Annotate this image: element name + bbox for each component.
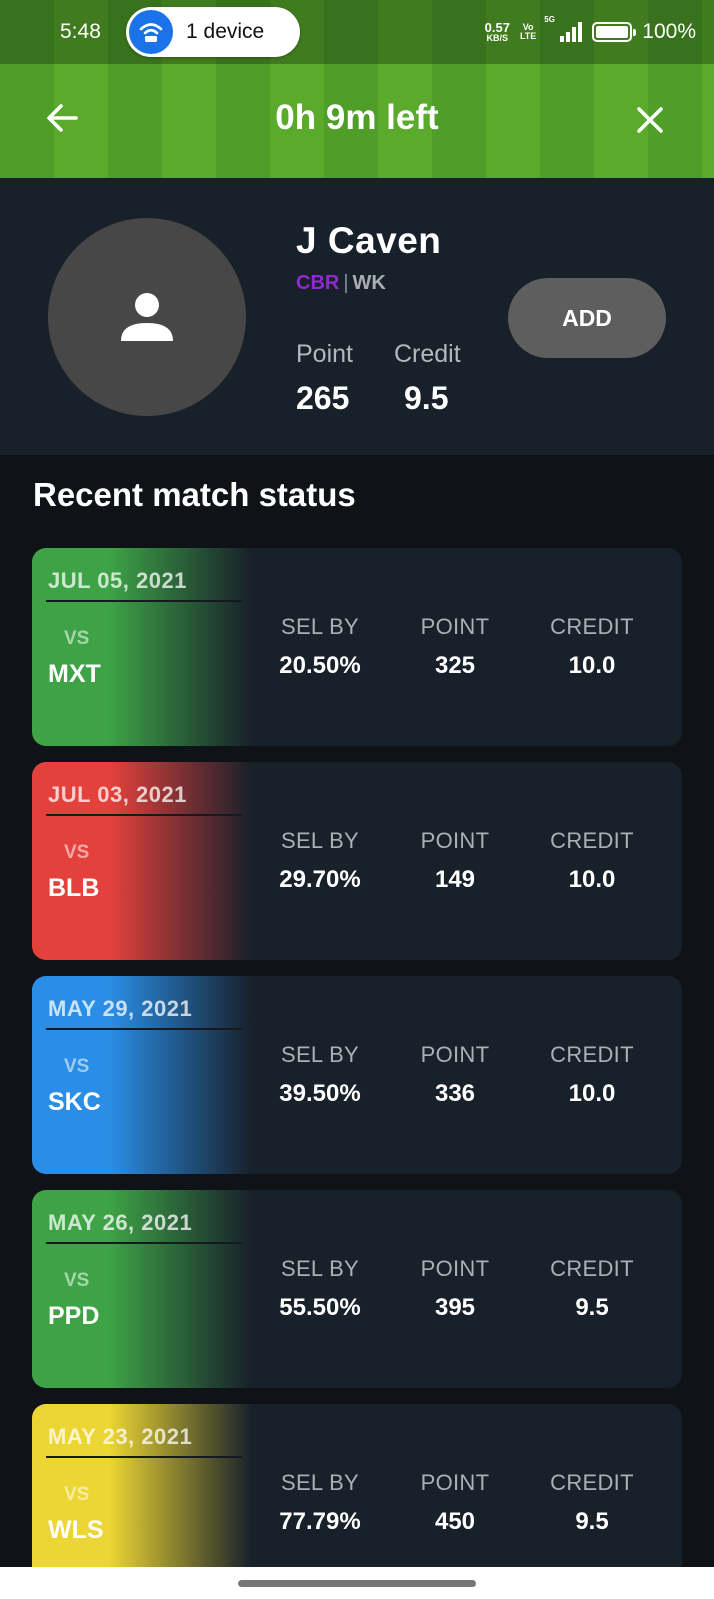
- point-value: 325: [434, 652, 476, 679]
- match-card: JUL 03, 2021 VS BLB SEL BY 29.70% POINT 14…: [32, 762, 682, 960]
- match-list: JUL 05, 2021 VS MXT SEL BY 20.50% POINT 32…: [32, 548, 682, 1599]
- sel-by-label: SEL BY: [280, 614, 360, 639]
- point-value: 395: [434, 1294, 476, 1321]
- team-color-strip: [32, 1190, 252, 1388]
- sel-by-value: 77.79%: [279, 1508, 361, 1535]
- credit-label: CREDIT: [550, 1470, 634, 1495]
- signal-icon: 5G: [544, 15, 583, 42]
- close-button[interactable]: [628, 98, 672, 142]
- match-card: JUL 05, 2021 VS MXT SEL BY 20.50% POINT 32…: [32, 548, 682, 746]
- vs-label: VS: [64, 1484, 90, 1505]
- wifi-icon: [129, 10, 173, 54]
- point-label: Point: [296, 340, 353, 368]
- add-button[interactable]: ADD: [508, 278, 666, 358]
- player-team-role: CBR | WK: [296, 272, 386, 294]
- point-label: POINT: [420, 1042, 490, 1067]
- status-time: 5:48: [60, 20, 101, 43]
- point-label: POINT: [420, 1470, 490, 1495]
- sel-by-label: SEL BY: [280, 1256, 360, 1281]
- sel-by-value: 55.50%: [279, 1294, 361, 1321]
- match-date: MAY 26, 2021: [48, 1210, 193, 1235]
- credit-value: 10.0: [568, 866, 616, 893]
- credit-value: 10.0: [568, 1080, 616, 1107]
- opponent-team: MXT: [48, 660, 101, 688]
- device-pill[interactable]: 1 device: [126, 7, 300, 57]
- point-value: 265: [296, 380, 350, 416]
- sel-by-value: 39.50%: [279, 1080, 361, 1107]
- point-label: POINT: [420, 828, 490, 853]
- battery-icon: [592, 22, 637, 42]
- status-bar: 5:48 1 device 0.57 KB/S Vo LTE 5G: [0, 0, 714, 64]
- close-icon: [637, 107, 663, 133]
- device-pill-label: 1 device: [186, 20, 265, 43]
- person-icon: [121, 293, 173, 341]
- player-name: J Caven: [296, 220, 442, 261]
- opponent-team: WLS: [48, 1516, 104, 1544]
- credit-label: CREDIT: [550, 1042, 634, 1067]
- back-button[interactable]: [40, 96, 84, 140]
- navigation-bar: [0, 1567, 714, 1599]
- credit-value: 9.5: [575, 1294, 609, 1321]
- point-value: 149: [434, 866, 476, 893]
- header: 5:48 1 device 0.57 KB/S Vo LTE 5G: [0, 0, 714, 178]
- volte-icon: Vo LTE: [519, 22, 537, 41]
- player-team: CBR: [296, 272, 340, 294]
- credit-value: 9.5: [404, 380, 449, 416]
- network-speed: 0.57 KB/S: [484, 20, 510, 43]
- player-role: WK: [352, 272, 386, 294]
- team-color-strip: [32, 762, 252, 960]
- match-card: MAY 26, 2021 VS PPD SEL BY 55.50% POINT 39…: [32, 1190, 682, 1388]
- match-date: JUL 05, 2021: [48, 568, 187, 593]
- time-left: 0h 9m left: [275, 98, 439, 137]
- credit-value: 9.5: [575, 1508, 609, 1535]
- vs-label: VS: [64, 1056, 90, 1077]
- credit-label: CREDIT: [550, 614, 634, 639]
- vs-label: VS: [64, 628, 90, 649]
- match-date: MAY 29, 2021: [48, 996, 193, 1021]
- credit-value: 10.0: [568, 652, 616, 679]
- avatar: [48, 218, 246, 416]
- home-gesture-handle[interactable]: [238, 1580, 476, 1587]
- sel-by-label: SEL BY: [280, 1470, 360, 1495]
- sel-by-value: 20.50%: [279, 652, 361, 679]
- team-color-strip: [32, 548, 252, 746]
- match-card: MAY 23, 2021 VS WLS SEL BY 77.79% POINT 45…: [32, 1404, 682, 1599]
- opponent-team: PPD: [48, 1302, 100, 1330]
- match-date: JUL 03, 2021: [48, 782, 187, 807]
- credit-label: CREDIT: [550, 828, 634, 853]
- point-value: 336: [434, 1080, 476, 1107]
- credit-label: CREDIT: [550, 1256, 634, 1281]
- opponent-team: BLB: [48, 874, 100, 902]
- arrow-left-icon: [47, 104, 78, 132]
- section-title: Recent match status: [33, 476, 356, 513]
- player-summary: J Caven CBR | WK Point Credit 265 9.5 ADD: [0, 178, 714, 455]
- team-color-strip: [32, 976, 252, 1174]
- vs-label: VS: [64, 1270, 90, 1291]
- point-label: POINT: [420, 1256, 490, 1281]
- match-date: MAY 23, 2021: [48, 1424, 193, 1449]
- opponent-team: SKC: [48, 1088, 101, 1116]
- point-label: POINT: [420, 614, 490, 639]
- sel-by-label: SEL BY: [280, 1042, 360, 1067]
- credit-label: Credit: [394, 340, 461, 368]
- point-value: 450: [434, 1508, 476, 1535]
- battery-percent: 100%: [642, 20, 696, 43]
- team-color-strip: [32, 1404, 252, 1599]
- sel-by-value: 29.70%: [279, 866, 361, 893]
- vs-label: VS: [64, 842, 90, 863]
- sel-by-label: SEL BY: [280, 828, 360, 853]
- match-card: MAY 29, 2021 VS SKC SEL BY 39.50% POINT 33…: [32, 976, 682, 1174]
